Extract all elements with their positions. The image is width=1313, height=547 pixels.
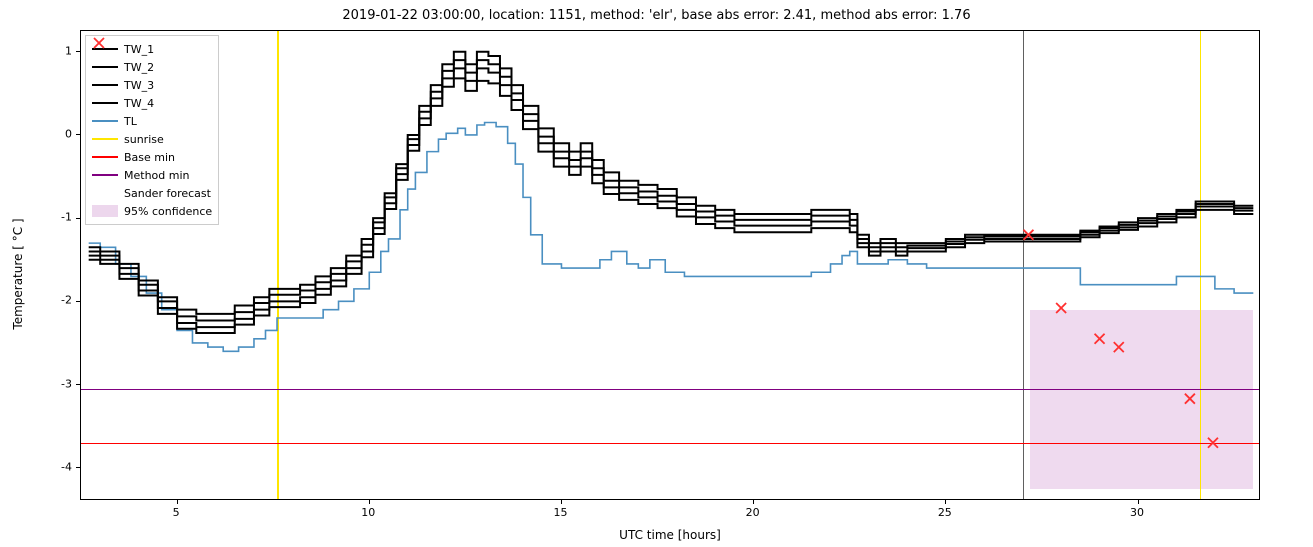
- x-tick-label: 5: [173, 506, 180, 519]
- y-tick-label: -1: [61, 211, 72, 224]
- sander-forecast-marker: [1056, 303, 1066, 313]
- legend-label: TW_4: [124, 97, 154, 110]
- x-tick-label: 15: [553, 506, 567, 519]
- legend-item: TW_2: [92, 58, 212, 76]
- sander-forecast-marker: [1095, 334, 1105, 344]
- legend-item: TL: [92, 112, 212, 130]
- legend-label: TL: [124, 115, 137, 128]
- legend-label: sunrise: [124, 133, 164, 146]
- legend-item: TW_3: [92, 76, 212, 94]
- y-tick-label: 1: [65, 44, 72, 57]
- legend-swatch: [92, 174, 118, 176]
- series-tw_1: [89, 52, 1254, 314]
- x-tick-label: 10: [361, 506, 375, 519]
- legend-label: Base min: [124, 151, 175, 164]
- legend-item: Method min: [92, 166, 212, 184]
- legend-swatch: [92, 120, 118, 122]
- legend-swatch: [92, 205, 118, 217]
- series-tw_2: [89, 60, 1254, 320]
- plot-area: TW_1 TW_2 TW_3 TW_4 TL sunrise Base min Method …: [80, 30, 1260, 500]
- legend-label: TW_1: [124, 43, 154, 56]
- legend-label: Method min: [124, 169, 190, 182]
- line-plot-svg: [81, 31, 1261, 501]
- legend-item: sunrise: [92, 130, 212, 148]
- sander-forecast-marker: [1114, 342, 1124, 352]
- x-tick-label: 20: [746, 506, 760, 519]
- chart-container: TW_1 TW_2 TW_3 TW_4 TL sunrise Base min Method …: [80, 30, 1260, 500]
- legend-item: Sander forecast: [92, 184, 212, 202]
- legend-label: 95% confidence: [124, 205, 212, 218]
- legend-swatch: [92, 138, 118, 140]
- series-tw_4: [89, 78, 1254, 333]
- x-axis-label: UTC time [hours]: [619, 528, 721, 541]
- legend: TW_1 TW_2 TW_3 TW_4 TL sunrise Base min Method …: [85, 35, 219, 225]
- legend-label: TW_2: [124, 61, 154, 74]
- sander-forecast-marker: [1185, 394, 1195, 404]
- legend-item: 95% confidence: [92, 202, 212, 220]
- y-axis-label: Temperature [ °C ]: [11, 218, 25, 329]
- legend-swatch: [92, 66, 118, 68]
- legend-label: TW_3: [124, 79, 154, 92]
- chart-title: 2019-01-22 03:00:00, location: 1151, met…: [0, 8, 1313, 23]
- x-tick-label: 30: [1130, 506, 1144, 519]
- sander-forecast-marker: [1208, 438, 1218, 448]
- legend-swatch: [92, 84, 118, 86]
- legend-swatch: [92, 102, 118, 104]
- y-tick-label: 0: [65, 127, 72, 140]
- legend-label: Sander forecast: [124, 187, 211, 200]
- x-tick-label: 25: [938, 506, 952, 519]
- y-tick-label: -3: [61, 377, 72, 390]
- y-tick-label: -4: [61, 460, 72, 473]
- legend-swatch: [92, 156, 118, 158]
- series-tw_3: [89, 68, 1254, 327]
- legend-item: TW_4: [92, 94, 212, 112]
- legend-item: Base min: [92, 148, 212, 166]
- y-tick-label: -2: [61, 294, 72, 307]
